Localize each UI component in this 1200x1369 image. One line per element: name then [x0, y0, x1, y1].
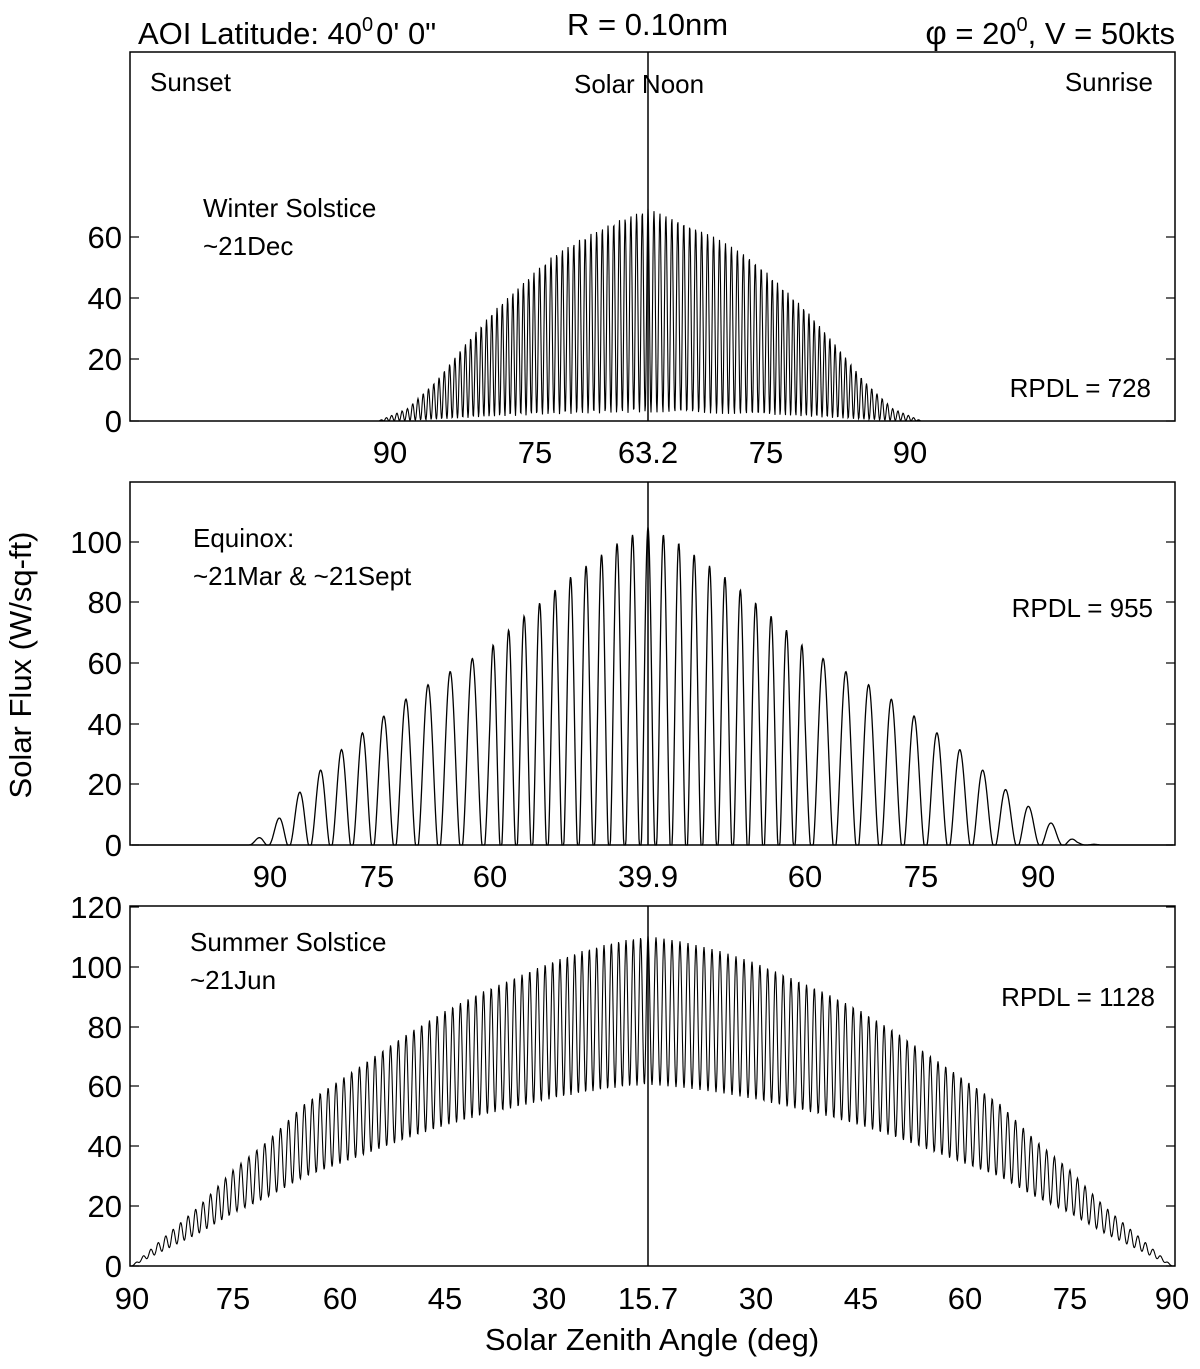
- season-date: ~21Mar & ~21Sept: [193, 561, 412, 591]
- season-label: Equinox:: [193, 523, 294, 553]
- x-tick-label: 15.7: [618, 1281, 678, 1316]
- y-tick-label: 20: [88, 342, 122, 377]
- x-tick-label: 75: [1053, 1281, 1087, 1316]
- series-line-winter: [132, 208, 1173, 422]
- season-date: ~21Dec: [203, 231, 293, 261]
- x-tick-label: 75: [749, 435, 783, 470]
- season-label: Summer Solstice: [190, 927, 387, 957]
- x-axis: 90 75 60 39.9 60 75 90: [253, 859, 1055, 894]
- panel-equinox: 0 20 40 60 80 100 90 75 60 39.9 60 75 90 Equinox: ~…: [70, 481, 1176, 894]
- y-tick-label: 60: [88, 646, 122, 681]
- y-tick-label: 0: [105, 1249, 122, 1284]
- rpdl-label: RPDL = 955: [1012, 593, 1153, 623]
- y-tick-label: 20: [88, 1189, 122, 1224]
- x-tick-label: 90: [1021, 859, 1055, 894]
- x-tick-label: 45: [428, 1281, 462, 1316]
- x-axis-label: Solar Zenith Angle (deg): [485, 1322, 819, 1357]
- x-tick-label: 30: [532, 1281, 566, 1316]
- x-tick-label: 60: [323, 1281, 357, 1316]
- panel-winter: 0 20 40 60 90 75 63.2 75 90 Sunset Solar Noon S…: [88, 51, 1176, 470]
- y-axis-label: Solar Flux (W/sq-ft): [3, 532, 38, 799]
- x-tick-label: 75: [904, 859, 938, 894]
- season-label: Winter Solstice: [203, 193, 376, 223]
- y-tick-label: 80: [88, 1010, 122, 1045]
- x-tick-label: 75: [360, 859, 394, 894]
- x-tick-label: 39.9: [618, 859, 678, 894]
- y-axis: 0 20 40 60 80 100: [70, 525, 1175, 863]
- y-tick-label: 60: [88, 220, 122, 255]
- y-tick-label: 40: [88, 281, 122, 316]
- series-line-equinox: [132, 527, 1173, 846]
- y-tick-label: 80: [88, 585, 122, 620]
- series-line-summer: [131, 935, 1173, 1267]
- x-tick-label: 75: [518, 435, 552, 470]
- y-axis: 0 20 40 60: [88, 220, 1175, 439]
- header-range: R = 0.10nm: [567, 7, 728, 42]
- x-tick-label: 90: [373, 435, 407, 470]
- season-date: ~21Jun: [190, 965, 276, 995]
- y-tick-label: 20: [88, 767, 122, 802]
- rpdl-label: RPDL = 1128: [1001, 982, 1155, 1012]
- header-speed: φ = 200, V = 50kts: [925, 14, 1175, 51]
- x-axis: 90 75 60 45 30 15.7 30 45 60 75 90: [115, 1281, 1189, 1316]
- x-tick-label: 60: [473, 859, 507, 894]
- x-tick-label: 90: [1155, 1281, 1189, 1316]
- x-tick-label: 45: [844, 1281, 878, 1316]
- x-tick-label: 63.2: [618, 435, 678, 470]
- x-tick-label: 60: [788, 859, 822, 894]
- y-tick-label: 60: [88, 1069, 122, 1104]
- y-tick-label: 40: [88, 707, 122, 742]
- x-tick-label: 60: [948, 1281, 982, 1316]
- y-tick-label: 100: [70, 950, 122, 985]
- sunrise-label: Sunrise: [1065, 67, 1153, 97]
- x-tick-label: 90: [253, 859, 287, 894]
- sunset-label: Sunset: [150, 67, 232, 97]
- x-tick-label: 90: [893, 435, 927, 470]
- y-tick-label: 0: [105, 404, 122, 439]
- y-tick-label: 120: [70, 890, 122, 925]
- solar-noon-label: Solar Noon: [574, 69, 704, 99]
- panel-frame: [129, 905, 1176, 1267]
- x-axis: 90 75 63.2 75 90: [373, 435, 927, 470]
- header-aoi: AOI Latitude: 4000' 0": [138, 14, 436, 51]
- x-tick-label: 30: [739, 1281, 773, 1316]
- y-tick-label: 0: [105, 828, 122, 863]
- y-tick-label: 40: [88, 1129, 122, 1164]
- rpdl-label: RPDL = 728: [1010, 373, 1151, 403]
- y-axis: 0 20 40 60 80 100 120: [70, 890, 1175, 1284]
- x-tick-label: 75: [216, 1281, 250, 1316]
- y-tick-label: 100: [70, 525, 122, 560]
- x-tick-label: 90: [115, 1281, 149, 1316]
